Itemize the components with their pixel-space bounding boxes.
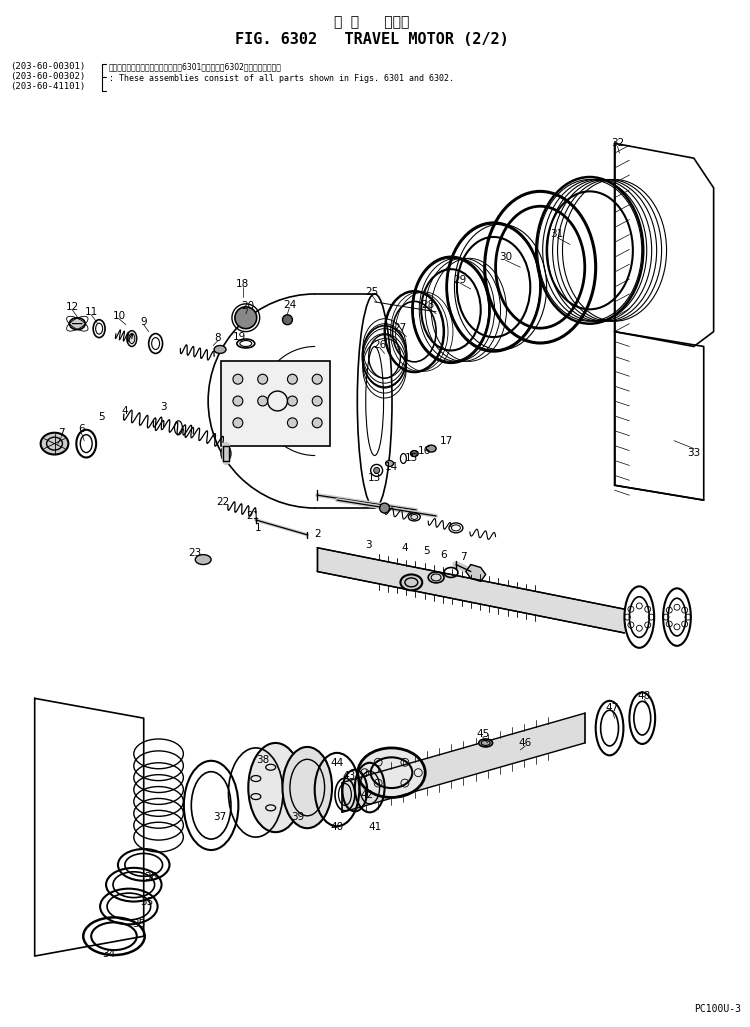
Text: 5: 5	[423, 545, 430, 556]
Text: 40: 40	[331, 823, 344, 832]
Circle shape	[380, 503, 389, 514]
Text: 4: 4	[122, 406, 128, 416]
Text: (203-60-00301): (203-60-00301)	[10, 63, 86, 72]
Text: 38: 38	[256, 755, 269, 765]
Text: 2: 2	[314, 529, 320, 539]
Polygon shape	[466, 565, 486, 581]
Text: 3: 3	[365, 540, 372, 549]
Circle shape	[374, 467, 380, 473]
Text: 27: 27	[393, 322, 406, 333]
Text: 17: 17	[440, 435, 453, 446]
Text: 4: 4	[401, 542, 408, 553]
Circle shape	[258, 396, 268, 406]
Text: 41: 41	[368, 823, 381, 832]
Text: 35: 35	[140, 897, 153, 907]
Text: 25: 25	[365, 287, 378, 297]
Text: これらのアセンブリの構成部品は第6301図および第6302図まで含みます。: これらのアセンブリの構成部品は第6301図および第6302図まで含みます。	[109, 63, 282, 72]
Ellipse shape	[127, 331, 136, 346]
Text: 13: 13	[368, 473, 381, 484]
Circle shape	[287, 396, 297, 406]
Circle shape	[233, 374, 243, 384]
Text: 28: 28	[422, 300, 435, 310]
Text: 42: 42	[360, 791, 374, 800]
Text: 32: 32	[610, 139, 624, 148]
Text: 6: 6	[441, 549, 447, 560]
Text: 29: 29	[453, 275, 466, 286]
Ellipse shape	[478, 739, 493, 747]
Circle shape	[312, 374, 322, 384]
Text: 45: 45	[476, 729, 489, 739]
Circle shape	[287, 418, 297, 428]
Text: 37: 37	[214, 812, 226, 823]
Text: 6: 6	[78, 424, 85, 433]
Circle shape	[411, 451, 417, 457]
Text: FIG. 6302   TRAVEL MOTOR (2/2): FIG. 6302 TRAVEL MOTOR (2/2)	[235, 32, 509, 46]
Text: 3: 3	[160, 402, 166, 412]
Text: : These assemblies consist of all parts shown in Figs. 6301 and 6302.: : These assemblies consist of all parts …	[109, 74, 454, 83]
Ellipse shape	[221, 446, 231, 461]
Text: 11: 11	[85, 307, 98, 316]
Text: (203-60-41101): (203-60-41101)	[10, 82, 86, 91]
Text: 12: 12	[66, 302, 79, 312]
Text: 31: 31	[550, 229, 564, 239]
Ellipse shape	[358, 748, 425, 798]
Text: 5: 5	[98, 412, 104, 422]
Text: 23: 23	[189, 547, 202, 558]
Text: 走 行   モータ: 走 行 モータ	[334, 15, 410, 30]
Text: 10: 10	[112, 311, 125, 320]
Polygon shape	[317, 548, 625, 632]
Circle shape	[287, 374, 297, 384]
Text: 9: 9	[140, 316, 147, 327]
Text: 14: 14	[385, 462, 398, 472]
Text: 16: 16	[418, 446, 430, 456]
Circle shape	[233, 396, 243, 406]
Text: 22: 22	[217, 497, 229, 507]
Ellipse shape	[411, 515, 418, 520]
Ellipse shape	[386, 460, 394, 466]
Text: 15: 15	[405, 454, 418, 463]
Text: 44: 44	[330, 758, 344, 768]
Circle shape	[233, 418, 243, 428]
Text: 33: 33	[687, 448, 700, 458]
Ellipse shape	[214, 345, 226, 353]
Polygon shape	[342, 713, 585, 812]
Bar	[221, 362, 330, 446]
Circle shape	[258, 374, 268, 384]
Circle shape	[312, 418, 322, 428]
Text: 43: 43	[342, 770, 355, 781]
Circle shape	[312, 396, 322, 406]
Text: 48: 48	[638, 691, 651, 701]
Text: 36: 36	[144, 872, 158, 882]
Text: 30: 30	[499, 253, 512, 262]
Text: 7: 7	[460, 551, 467, 562]
Text: 7: 7	[58, 427, 64, 438]
Text: (203-60-00302): (203-60-00302)	[10, 72, 86, 81]
Text: 39: 39	[291, 812, 304, 823]
Ellipse shape	[426, 445, 436, 452]
Text: 46: 46	[519, 738, 532, 748]
Text: 21: 21	[246, 511, 259, 521]
Circle shape	[235, 307, 256, 329]
Text: 26: 26	[373, 340, 386, 349]
Text: 24: 24	[283, 300, 296, 310]
Circle shape	[283, 314, 292, 325]
Ellipse shape	[70, 317, 86, 330]
Text: 20: 20	[242, 301, 254, 311]
Text: PC100U-3: PC100U-3	[694, 1003, 741, 1014]
Text: 34: 34	[103, 949, 116, 959]
Text: 18: 18	[236, 279, 250, 289]
Text: 1: 1	[254, 523, 261, 533]
Text: 19: 19	[233, 332, 247, 342]
Text: 8: 8	[214, 333, 221, 343]
Text: 35: 35	[132, 919, 146, 929]
Ellipse shape	[195, 555, 211, 565]
Ellipse shape	[248, 743, 303, 832]
Text: 47: 47	[606, 703, 619, 714]
Ellipse shape	[283, 747, 332, 828]
Ellipse shape	[40, 432, 68, 455]
Ellipse shape	[400, 574, 422, 591]
